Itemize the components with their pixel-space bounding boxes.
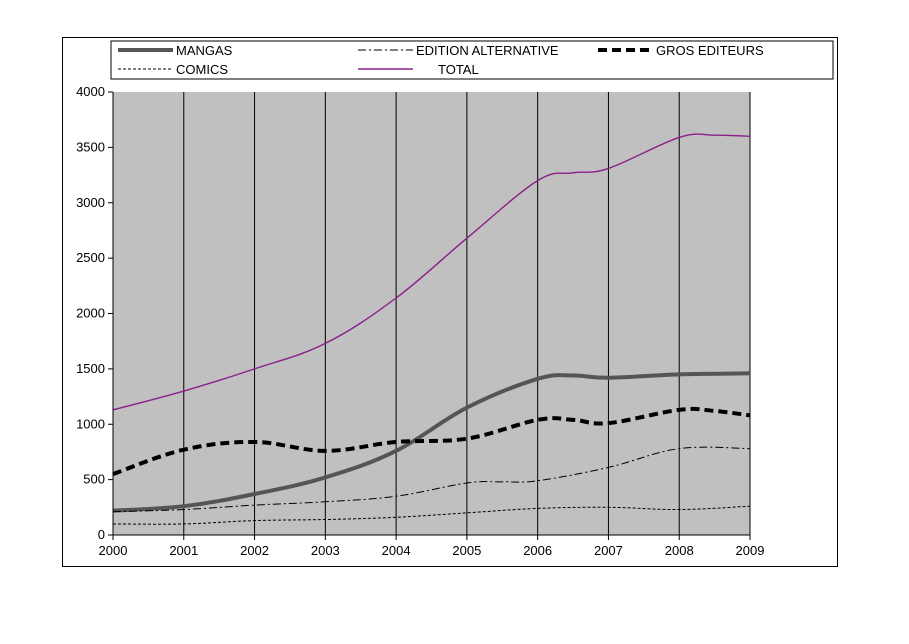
- y-tick-label: 2500: [76, 250, 105, 265]
- series-line-total: [112, 133, 751, 411]
- series-line-edition-alternative: [112, 446, 751, 513]
- y-tick-label: 1500: [76, 361, 105, 376]
- x-tick-label: 2008: [665, 543, 694, 558]
- y-tick-label: 1000: [76, 416, 105, 431]
- chart-frame: MANGAS EDITION ALTERNATIVE GROS EDITEURS CO…: [62, 37, 838, 567]
- legend-box: [110, 40, 834, 80]
- x-tick-label: 2004: [382, 543, 411, 558]
- series-line-comics: [112, 505, 751, 525]
- y-tick-label: 4000: [76, 84, 105, 99]
- legend-label: EDITION ALTERNATIVE: [416, 43, 559, 58]
- series-lines: [112, 133, 751, 525]
- y-tick-label: 3500: [76, 139, 105, 154]
- series-line-gros-editeurs: [112, 406, 751, 476]
- x-tick-label: 2003: [311, 543, 340, 558]
- x-tick-label: 2005: [452, 543, 481, 558]
- legend-label: COMICS: [176, 62, 228, 77]
- plot-area: [113, 92, 750, 535]
- legend: MANGAS EDITION ALTERNATIVE GROS EDITEURS CO…: [110, 40, 834, 80]
- grid-lines: [183, 92, 751, 535]
- x-tick-label: 2001: [169, 543, 198, 558]
- y-tick-label: 500: [83, 472, 105, 487]
- legend-label: MANGAS: [176, 43, 233, 58]
- y-tick-label: 3000: [76, 195, 105, 210]
- chart-svg: MANGAS EDITION ALTERNATIVE GROS EDITEURS CO…: [76, 40, 834, 558]
- x-tick-labels: 2000 2001 2002 2003 2004 2005 2006 2007 2008 2009: [99, 535, 765, 558]
- series-line-mangas: [112, 371, 751, 513]
- x-tick-label: 2000: [99, 543, 128, 558]
- y-tick-label: 0: [98, 527, 105, 542]
- y-tick-label: 2000: [76, 306, 105, 321]
- legend-label: GROS EDITEURS: [656, 43, 764, 58]
- x-tick-label: 2006: [523, 543, 552, 558]
- y-tick-labels: 0 500 1000 1500 2000 2500 3000 3500 4000: [76, 84, 113, 542]
- legend-label: TOTAL: [438, 62, 479, 77]
- x-tick-label: 2009: [736, 543, 765, 558]
- x-tick-label: 2007: [594, 543, 623, 558]
- x-tick-label: 2002: [240, 543, 269, 558]
